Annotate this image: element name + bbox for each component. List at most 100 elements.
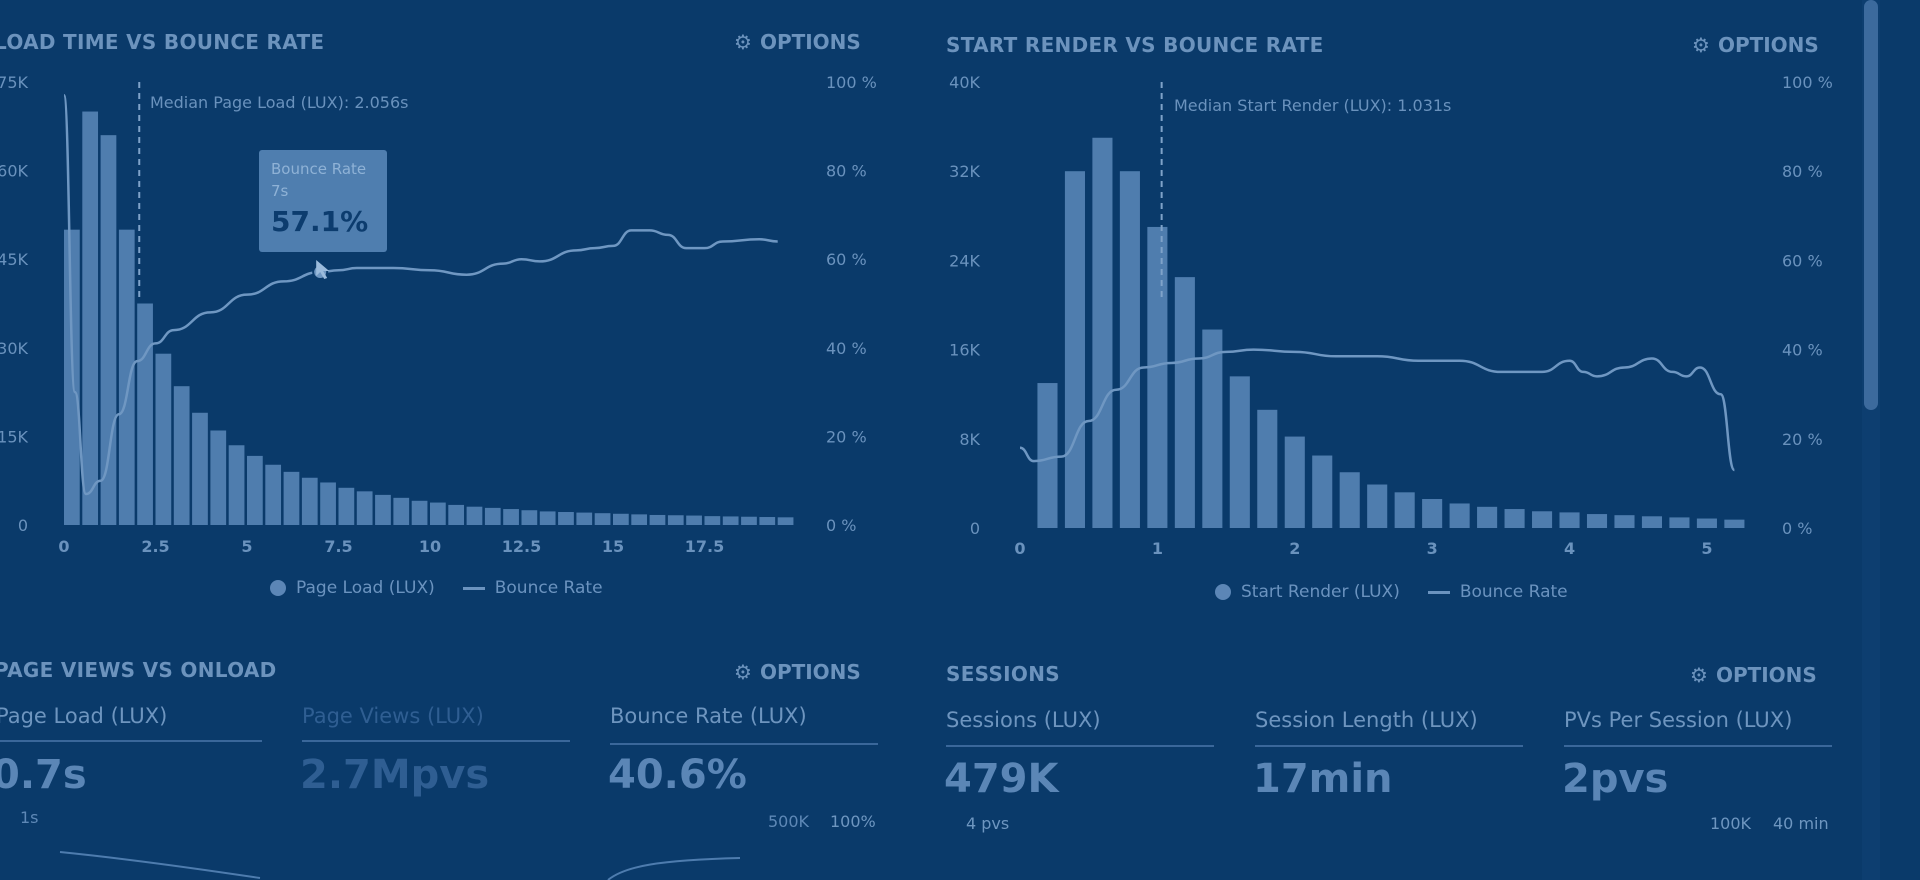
bar[interactable] [118,229,135,525]
bar[interactable] [1092,137,1113,528]
bounce-rate-line[interactable] [62,94,778,496]
bar[interactable] [741,516,757,525]
tooltip-title: Bounce Rate [271,160,367,178]
bar[interactable] [1394,492,1415,528]
bar[interactable] [649,514,666,525]
bar[interactable] [338,487,355,525]
metric-label-session-length[interactable]: Session Length (LUX) [1255,708,1478,732]
bar[interactable] [1477,506,1498,528]
bar[interactable] [1174,277,1195,528]
bar[interactable] [1641,516,1663,528]
axis-label-left: 100K [1710,814,1752,833]
bounce-rate-line[interactable] [1019,348,1736,472]
bar[interactable] [1339,472,1360,528]
options-button-load-time[interactable]: ⚙ OPTIONS [734,30,861,54]
bar[interactable] [356,491,373,525]
bar[interactable] [1229,376,1250,528]
bar[interactable] [1449,503,1470,528]
options-label: OPTIONS [1715,663,1817,687]
bar[interactable] [466,506,483,525]
bar[interactable] [283,471,300,525]
bar[interactable] [210,430,227,525]
bar[interactable] [411,500,428,525]
bar[interactable] [1532,511,1553,528]
bar[interactable] [228,445,245,525]
bar[interactable] [430,502,446,525]
bar[interactable] [613,513,629,525]
bar[interactable] [1422,499,1443,528]
tooltip-value: 57.1% [271,205,369,238]
legend-item-start-render[interactable]: Start Render (LUX) [1215,582,1400,602]
y-right-tick-label: 60 % [1782,251,1823,270]
bar[interactable] [173,386,190,525]
legend-start-render: Start Render (LUX) Bounce Rate [1215,582,1568,602]
y-right-tick-label: 0 % [826,516,856,535]
bar[interactable] [1202,329,1223,528]
bar[interactable] [1504,509,1525,528]
legend-item-page-load[interactable]: Page Load (LUX) [270,578,435,598]
bar[interactable] [192,412,208,525]
bar[interactable] [1147,226,1168,528]
bar[interactable] [1037,383,1058,528]
metric-label-sessions[interactable]: Sessions (LUX) [946,708,1101,732]
bar[interactable] [521,510,538,525]
bar[interactable] [1724,519,1745,528]
bar[interactable] [503,509,519,525]
metric-label-pvs-per-session[interactable]: PVs Per Session (LUX) [1564,708,1793,732]
bar[interactable] [631,514,648,525]
bar[interactable] [375,494,391,525]
bar[interactable] [1119,171,1140,528]
bar[interactable] [100,135,117,525]
bar[interactable] [1312,455,1333,528]
bar[interactable] [393,497,410,525]
bar[interactable] [320,482,336,525]
gear-icon: ⚙ [734,30,752,54]
bar[interactable] [1559,512,1580,528]
bar[interactable] [759,517,776,525]
scrollbar-thumb[interactable] [1864,0,1878,410]
bar[interactable] [448,504,465,525]
metric-label-page-views[interactable]: Page Views (LUX) [302,704,484,728]
bar[interactable] [155,353,172,525]
bar[interactable] [1614,515,1635,528]
bar[interactable] [576,512,593,525]
bar[interactable] [1367,484,1388,528]
x-tick-label: 7.5 [324,537,352,556]
bar[interactable] [484,507,501,525]
bar[interactable] [704,516,721,525]
options-button-sessions[interactable]: ⚙ OPTIONS [1690,663,1817,687]
y-right-tick-label: 80 % [1782,162,1823,181]
bar[interactable] [722,516,739,525]
bar[interactable] [686,515,702,525]
y-left-tick-label: 0 [18,516,28,535]
bar[interactable] [594,513,611,525]
bar[interactable] [265,464,282,525]
bar[interactable] [1696,518,1717,528]
x-tick-label: 4 [1564,539,1575,558]
bar[interactable] [539,511,556,525]
bar[interactable] [247,455,263,525]
bar[interactable] [1669,517,1690,528]
bar[interactable] [1586,514,1608,528]
legend-label: Page Load (LUX) [296,578,435,598]
bar[interactable] [1064,171,1085,528]
bar[interactable] [301,477,318,525]
bar[interactable] [667,515,684,525]
bar[interactable] [137,303,153,526]
legend-item-bounce-rate[interactable]: Bounce Rate [1427,582,1568,602]
legend-dot-icon [1215,584,1231,600]
legend-dot-icon [270,580,286,596]
bar[interactable] [1284,436,1305,528]
options-button-page-views[interactable]: ⚙ OPTIONS [734,660,861,684]
bar[interactable] [82,111,99,526]
tooltip: Bounce Rate 7s 57.1% [259,150,387,252]
legend-item-bounce-rate[interactable]: Bounce Rate [462,578,603,598]
x-tick-label: 2 [1289,539,1300,558]
x-tick-label: 17.5 [685,537,724,556]
metric-label-bounce-rate[interactable]: Bounce Rate (LUX) [610,704,807,728]
bar[interactable] [1257,409,1278,528]
options-button-start-render[interactable]: ⚙ OPTIONS [1692,33,1819,57]
load-time-chart: 0 15K 30K 45K 60K 75K 0 % 20 % 40 % 60 % 80 % 100 %… [0,73,877,556]
bar[interactable] [558,512,574,525]
bar[interactable] [777,517,794,525]
